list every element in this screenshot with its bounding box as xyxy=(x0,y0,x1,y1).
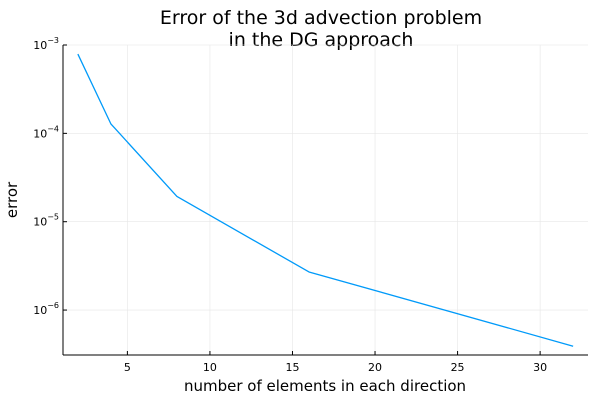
axes xyxy=(62,44,588,356)
x-axis-label: number of elements in each direction xyxy=(184,377,466,395)
chart-title-line-2: in the DG approach xyxy=(229,29,414,51)
x-tick-label: 20 xyxy=(368,361,382,374)
y-tick-label: 10−5 xyxy=(33,213,59,229)
x-tick-label: 5 xyxy=(124,361,131,374)
x-tick-label: 15 xyxy=(285,361,299,374)
x-tick-label: 30 xyxy=(533,361,547,374)
series xyxy=(77,53,574,347)
grid xyxy=(63,44,588,355)
y-tick-label: 10−6 xyxy=(33,301,59,317)
x-tick-labels: 5 10 15 20 25 30 xyxy=(124,361,547,374)
chart-title-line-1: Error of the 3d advection problem xyxy=(160,7,482,29)
x-tick-label: 10 xyxy=(203,361,217,374)
y-tick-label: 10−4 xyxy=(33,124,59,140)
y-tick-labels: 10−3 10−4 10−5 10−6 xyxy=(33,36,59,317)
series-line xyxy=(77,53,574,347)
y-axis-label: error xyxy=(3,181,21,218)
y-tick-label: 10−3 xyxy=(33,36,59,52)
x-tick-label: 25 xyxy=(451,361,465,374)
